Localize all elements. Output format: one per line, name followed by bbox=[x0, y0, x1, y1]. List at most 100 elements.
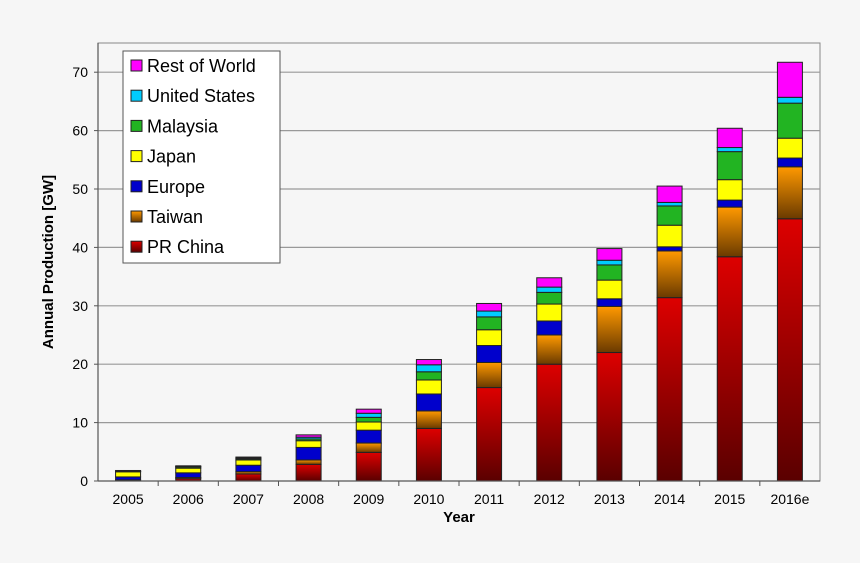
bar-segment-united-states bbox=[596, 259, 623, 266]
bar-segment-malaysia bbox=[596, 264, 623, 281]
bar-segment-taiwan bbox=[476, 361, 503, 389]
bar-segment-japan bbox=[235, 459, 262, 466]
legend-label: Malaysia bbox=[147, 116, 219, 136]
x-axis-ticks: 2005 2006 2007 2008 2009 2010 2011 2012 2013 2014… bbox=[113, 481, 810, 507]
x-tick-label: 2014 bbox=[654, 491, 685, 507]
bar-stack-2008 bbox=[295, 434, 322, 482]
bar-segment-europe bbox=[476, 345, 503, 363]
bar-segment-europe bbox=[355, 429, 382, 444]
bar-segment-taiwan bbox=[415, 410, 442, 429]
bar-segment-pr-china bbox=[415, 427, 442, 482]
bar-segment-taiwan bbox=[596, 305, 623, 354]
bar-segment-rest-of-world bbox=[295, 434, 322, 438]
bar-segment-united-states bbox=[776, 96, 803, 104]
bar-segment-rest-of-world bbox=[596, 248, 623, 261]
bar-stack-2007 bbox=[235, 456, 262, 482]
bar-segment-pr-china bbox=[295, 463, 322, 482]
bar-segment-rest-of-world bbox=[716, 127, 743, 149]
bar-segment-rest-of-world bbox=[115, 469, 142, 472]
bar-segment-europe bbox=[656, 246, 683, 252]
y-tick-label: 20 bbox=[72, 356, 88, 372]
bar-segment-europe bbox=[716, 199, 743, 208]
bar-segment-united-states bbox=[355, 412, 382, 418]
bar-segment-rest-of-world bbox=[656, 185, 683, 203]
legend-swatch bbox=[130, 119, 143, 132]
bar-segment-rest-of-world bbox=[776, 61, 803, 98]
bar-stack-2012 bbox=[536, 277, 563, 482]
x-tick-label: 2007 bbox=[233, 491, 264, 507]
bar-segment-europe bbox=[596, 298, 623, 307]
y-tick-label: 50 bbox=[72, 181, 88, 197]
legend-label: Taiwan bbox=[147, 207, 203, 227]
x-tick-label: 2010 bbox=[413, 491, 444, 507]
y-tick-label: 70 bbox=[72, 64, 88, 80]
bar-segment-malaysia bbox=[476, 316, 503, 331]
legend-swatch bbox=[130, 150, 143, 163]
bar-segment-japan bbox=[415, 379, 442, 395]
bar-segment-malaysia bbox=[656, 205, 683, 226]
y-tick-label: 60 bbox=[72, 123, 88, 139]
bar-segment-malaysia bbox=[536, 291, 563, 305]
bar-stack-2011 bbox=[476, 302, 503, 482]
legend-swatch bbox=[130, 240, 143, 253]
bar-segment-pr-china bbox=[656, 297, 683, 482]
y-tick-label: 40 bbox=[72, 239, 88, 255]
bar-segment-rest-of-world bbox=[355, 408, 382, 414]
bar-stack-2010 bbox=[415, 359, 442, 482]
x-tick-label: 2008 bbox=[293, 491, 324, 507]
bar-stack-2009 bbox=[355, 408, 382, 482]
bar-segment-united-states bbox=[536, 286, 563, 293]
legend-label: Europe bbox=[147, 177, 205, 197]
legend-swatch bbox=[130, 59, 143, 72]
y-axis-label: Annual Production [GW] bbox=[40, 175, 57, 349]
x-tick-label: 2006 bbox=[173, 491, 204, 507]
x-tick-label: 2016e bbox=[770, 491, 809, 507]
x-tick-label: 2012 bbox=[534, 491, 565, 507]
bar-segment-pr-china bbox=[355, 451, 382, 482]
bar-segment-europe bbox=[415, 393, 442, 412]
bar-segment-japan bbox=[596, 279, 623, 300]
bar-segment-rest-of-world bbox=[415, 359, 442, 366]
bar-segment-malaysia bbox=[716, 151, 743, 181]
bar-segment-rest-of-world bbox=[476, 302, 503, 312]
legend-swatch bbox=[130, 180, 143, 193]
bar-segment-taiwan bbox=[355, 442, 382, 453]
bar-segment-europe bbox=[776, 157, 803, 168]
bar-segment-japan bbox=[115, 471, 142, 478]
legend-box bbox=[122, 50, 281, 264]
bar-segment-pr-china bbox=[536, 363, 563, 482]
bar-stack-2005 bbox=[115, 469, 142, 482]
bar-segment-europe bbox=[536, 320, 563, 336]
x-axis-label: Year bbox=[443, 509, 475, 526]
legend-swatch bbox=[130, 210, 143, 223]
bar-stack-2016e bbox=[776, 61, 803, 482]
x-tick-label: 2015 bbox=[714, 491, 745, 507]
bar-segment-europe bbox=[175, 472, 202, 478]
bar-segment-united-states bbox=[716, 147, 743, 153]
legend: Rest of World United States Malaysia Japan E… bbox=[122, 50, 281, 264]
bar-segment-pr-china bbox=[776, 218, 803, 482]
bar-segment-united-states bbox=[415, 364, 442, 373]
y-tick-label: 10 bbox=[72, 415, 88, 431]
bar-segment-rest-of-world bbox=[536, 277, 563, 288]
bar-segment-japan bbox=[776, 137, 803, 159]
legend-label: PR China bbox=[147, 237, 225, 257]
x-tick-label: 2005 bbox=[113, 491, 144, 507]
bars bbox=[115, 61, 803, 482]
y-tick-label: 0 bbox=[80, 473, 88, 489]
bar-segment-united-states bbox=[656, 201, 683, 207]
bar-segment-japan bbox=[656, 224, 683, 248]
bar-stack-2013 bbox=[596, 248, 623, 482]
x-tick-label: 2009 bbox=[353, 491, 384, 507]
legend-label: Japan bbox=[147, 147, 196, 167]
bar-segment-pr-china bbox=[235, 473, 262, 482]
y-axis-ticks: 0 10 20 30 40 50 60 70 bbox=[72, 64, 98, 489]
y-tick-label: 30 bbox=[72, 298, 88, 314]
bar-segment-japan bbox=[175, 467, 202, 474]
bar-segment-pr-china bbox=[476, 387, 503, 482]
bar-segment-europe bbox=[295, 446, 322, 461]
bar-segment-japan bbox=[355, 421, 382, 431]
bar-segment-rest-of-world bbox=[175, 465, 202, 467]
bar-stack-2006 bbox=[175, 465, 202, 482]
bar-segment-taiwan bbox=[295, 459, 322, 465]
